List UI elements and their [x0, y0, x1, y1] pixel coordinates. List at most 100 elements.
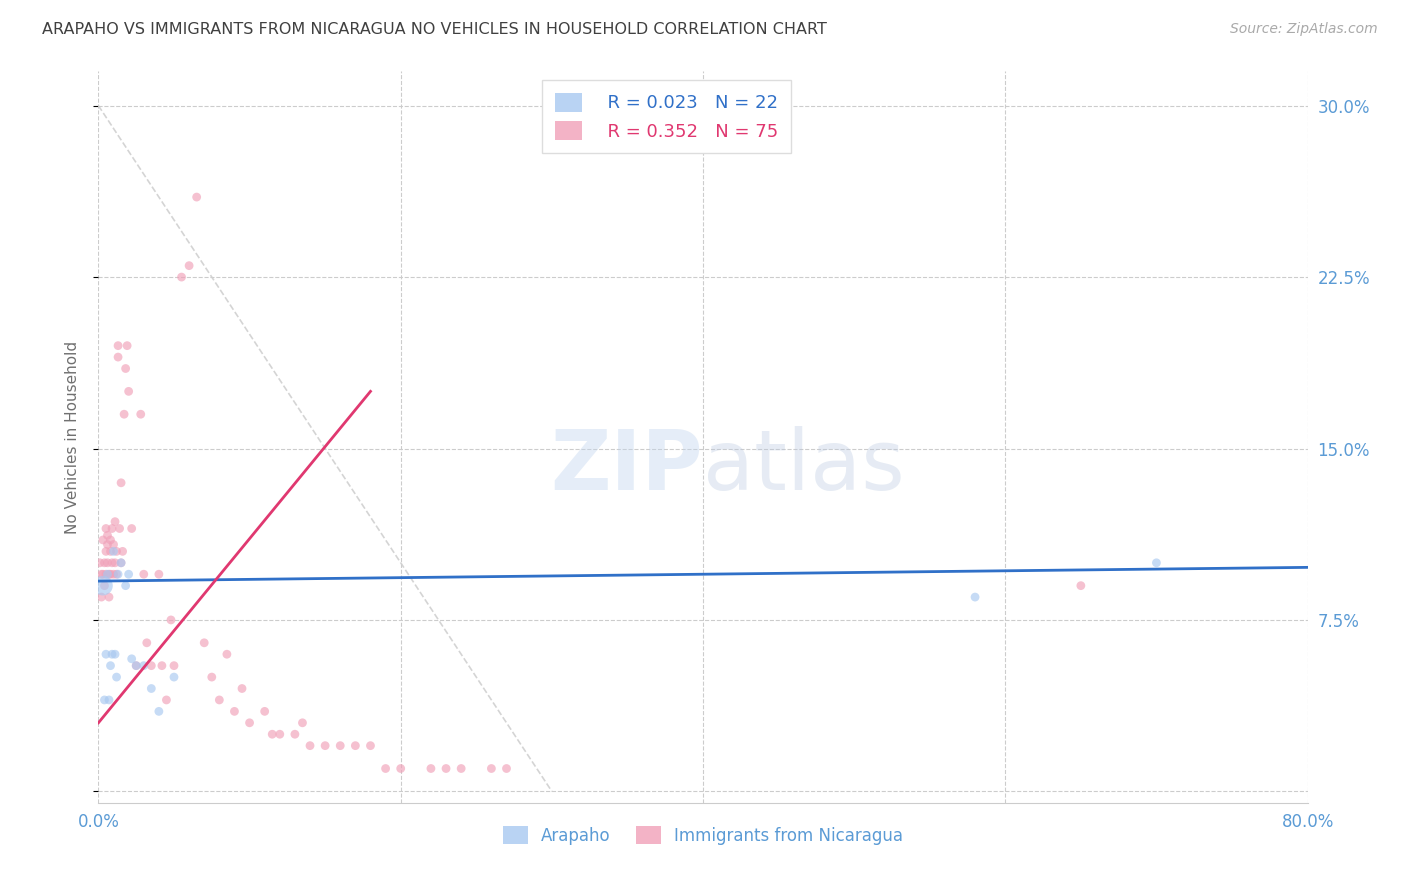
- Point: [193, 636, 215, 650]
- Text: Source: ZipAtlas.com: Source: ZipAtlas.com: [1230, 22, 1378, 37]
- Point: [1144, 556, 1167, 570]
- Point: [129, 407, 152, 421]
- Point: [91, 579, 114, 593]
- Point: [110, 556, 132, 570]
- Point: [94, 544, 117, 558]
- Legend: Arapaho, Immigrants from Nicaragua: Arapaho, Immigrants from Nicaragua: [495, 818, 911, 853]
- Point: [90, 567, 112, 582]
- Point: [201, 670, 224, 684]
- Point: [481, 762, 503, 776]
- Point: [291, 715, 314, 730]
- Point: [155, 693, 177, 707]
- Point: [121, 652, 143, 666]
- Point: [96, 537, 118, 551]
- Point: [121, 521, 143, 535]
- Point: [96, 556, 118, 570]
- Point: [93, 693, 115, 707]
- Point: [163, 670, 186, 684]
- Point: [107, 339, 129, 353]
- Point: [91, 567, 114, 582]
- Point: [98, 693, 121, 707]
- Point: [100, 567, 122, 582]
- Point: [125, 658, 148, 673]
- Point: [434, 762, 457, 776]
- Point: [179, 259, 201, 273]
- Text: ZIP: ZIP: [551, 425, 703, 507]
- Point: [150, 658, 173, 673]
- Point: [100, 533, 122, 547]
- Point: [965, 590, 987, 604]
- Point: [495, 762, 517, 776]
- Point: [125, 658, 148, 673]
- Point: [103, 544, 125, 558]
- Point: [299, 739, 322, 753]
- Point: [132, 567, 155, 582]
- Point: [215, 647, 238, 661]
- Point: [284, 727, 307, 741]
- Point: [101, 521, 124, 535]
- Point: [105, 670, 128, 684]
- Point: [118, 384, 141, 399]
- Point: [389, 762, 412, 776]
- Point: [224, 705, 246, 719]
- Point: [141, 681, 163, 696]
- Text: atlas: atlas: [703, 425, 904, 507]
- Point: [148, 705, 170, 719]
- Point: [101, 647, 124, 661]
- Point: [107, 350, 129, 364]
- Point: [105, 567, 128, 582]
- Point: [91, 533, 114, 547]
- Point: [89, 556, 111, 570]
- Point: [103, 567, 125, 582]
- Point: [104, 556, 127, 570]
- Point: [132, 658, 155, 673]
- Point: [262, 727, 284, 741]
- Point: [141, 658, 163, 673]
- Point: [360, 739, 382, 753]
- Point: [374, 762, 396, 776]
- Point: [96, 528, 118, 542]
- Point: [104, 647, 127, 661]
- Point: [98, 590, 121, 604]
- Point: [100, 544, 122, 558]
- Point: [110, 475, 132, 490]
- Point: [239, 715, 262, 730]
- Point: [269, 727, 291, 741]
- Point: [101, 556, 124, 570]
- Point: [114, 579, 136, 593]
- Point: [107, 567, 129, 582]
- Point: [104, 515, 127, 529]
- Point: [108, 521, 131, 535]
- Point: [90, 590, 112, 604]
- Point: [329, 739, 352, 753]
- Point: [94, 521, 117, 535]
- Point: [1070, 579, 1092, 593]
- Point: [111, 544, 134, 558]
- Point: [110, 556, 132, 570]
- Point: [94, 647, 117, 661]
- Point: [103, 537, 125, 551]
- Point: [148, 567, 170, 582]
- Point: [163, 658, 186, 673]
- Point: [93, 579, 115, 593]
- Point: [344, 739, 367, 753]
- Point: [231, 681, 253, 696]
- Point: [420, 762, 443, 776]
- Point: [105, 544, 128, 558]
- Point: [114, 361, 136, 376]
- Point: [314, 739, 336, 753]
- Point: [96, 567, 118, 582]
- Point: [93, 556, 115, 570]
- Point: [98, 567, 121, 582]
- Point: [135, 636, 157, 650]
- Point: [94, 567, 117, 582]
- Point: [115, 339, 138, 353]
- Point: [208, 693, 231, 707]
- Point: [160, 613, 183, 627]
- Point: [112, 407, 135, 421]
- Text: ARAPAHO VS IMMIGRANTS FROM NICARAGUA NO VEHICLES IN HOUSEHOLD CORRELATION CHART: ARAPAHO VS IMMIGRANTS FROM NICARAGUA NO …: [42, 22, 827, 37]
- Point: [450, 762, 472, 776]
- Point: [118, 567, 141, 582]
- Y-axis label: No Vehicles in Household: No Vehicles in Household: [65, 341, 80, 533]
- Point: [186, 190, 208, 204]
